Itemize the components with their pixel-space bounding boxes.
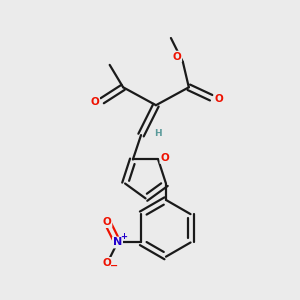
Text: +: +	[121, 232, 128, 241]
Text: O: O	[160, 153, 169, 163]
Text: −: −	[110, 261, 118, 271]
Text: H: H	[154, 129, 161, 138]
Text: O: O	[214, 94, 223, 104]
Text: N: N	[113, 238, 122, 248]
Text: O: O	[90, 97, 99, 107]
Text: O: O	[103, 217, 111, 227]
Text: O: O	[172, 52, 181, 61]
Text: O: O	[103, 258, 111, 268]
